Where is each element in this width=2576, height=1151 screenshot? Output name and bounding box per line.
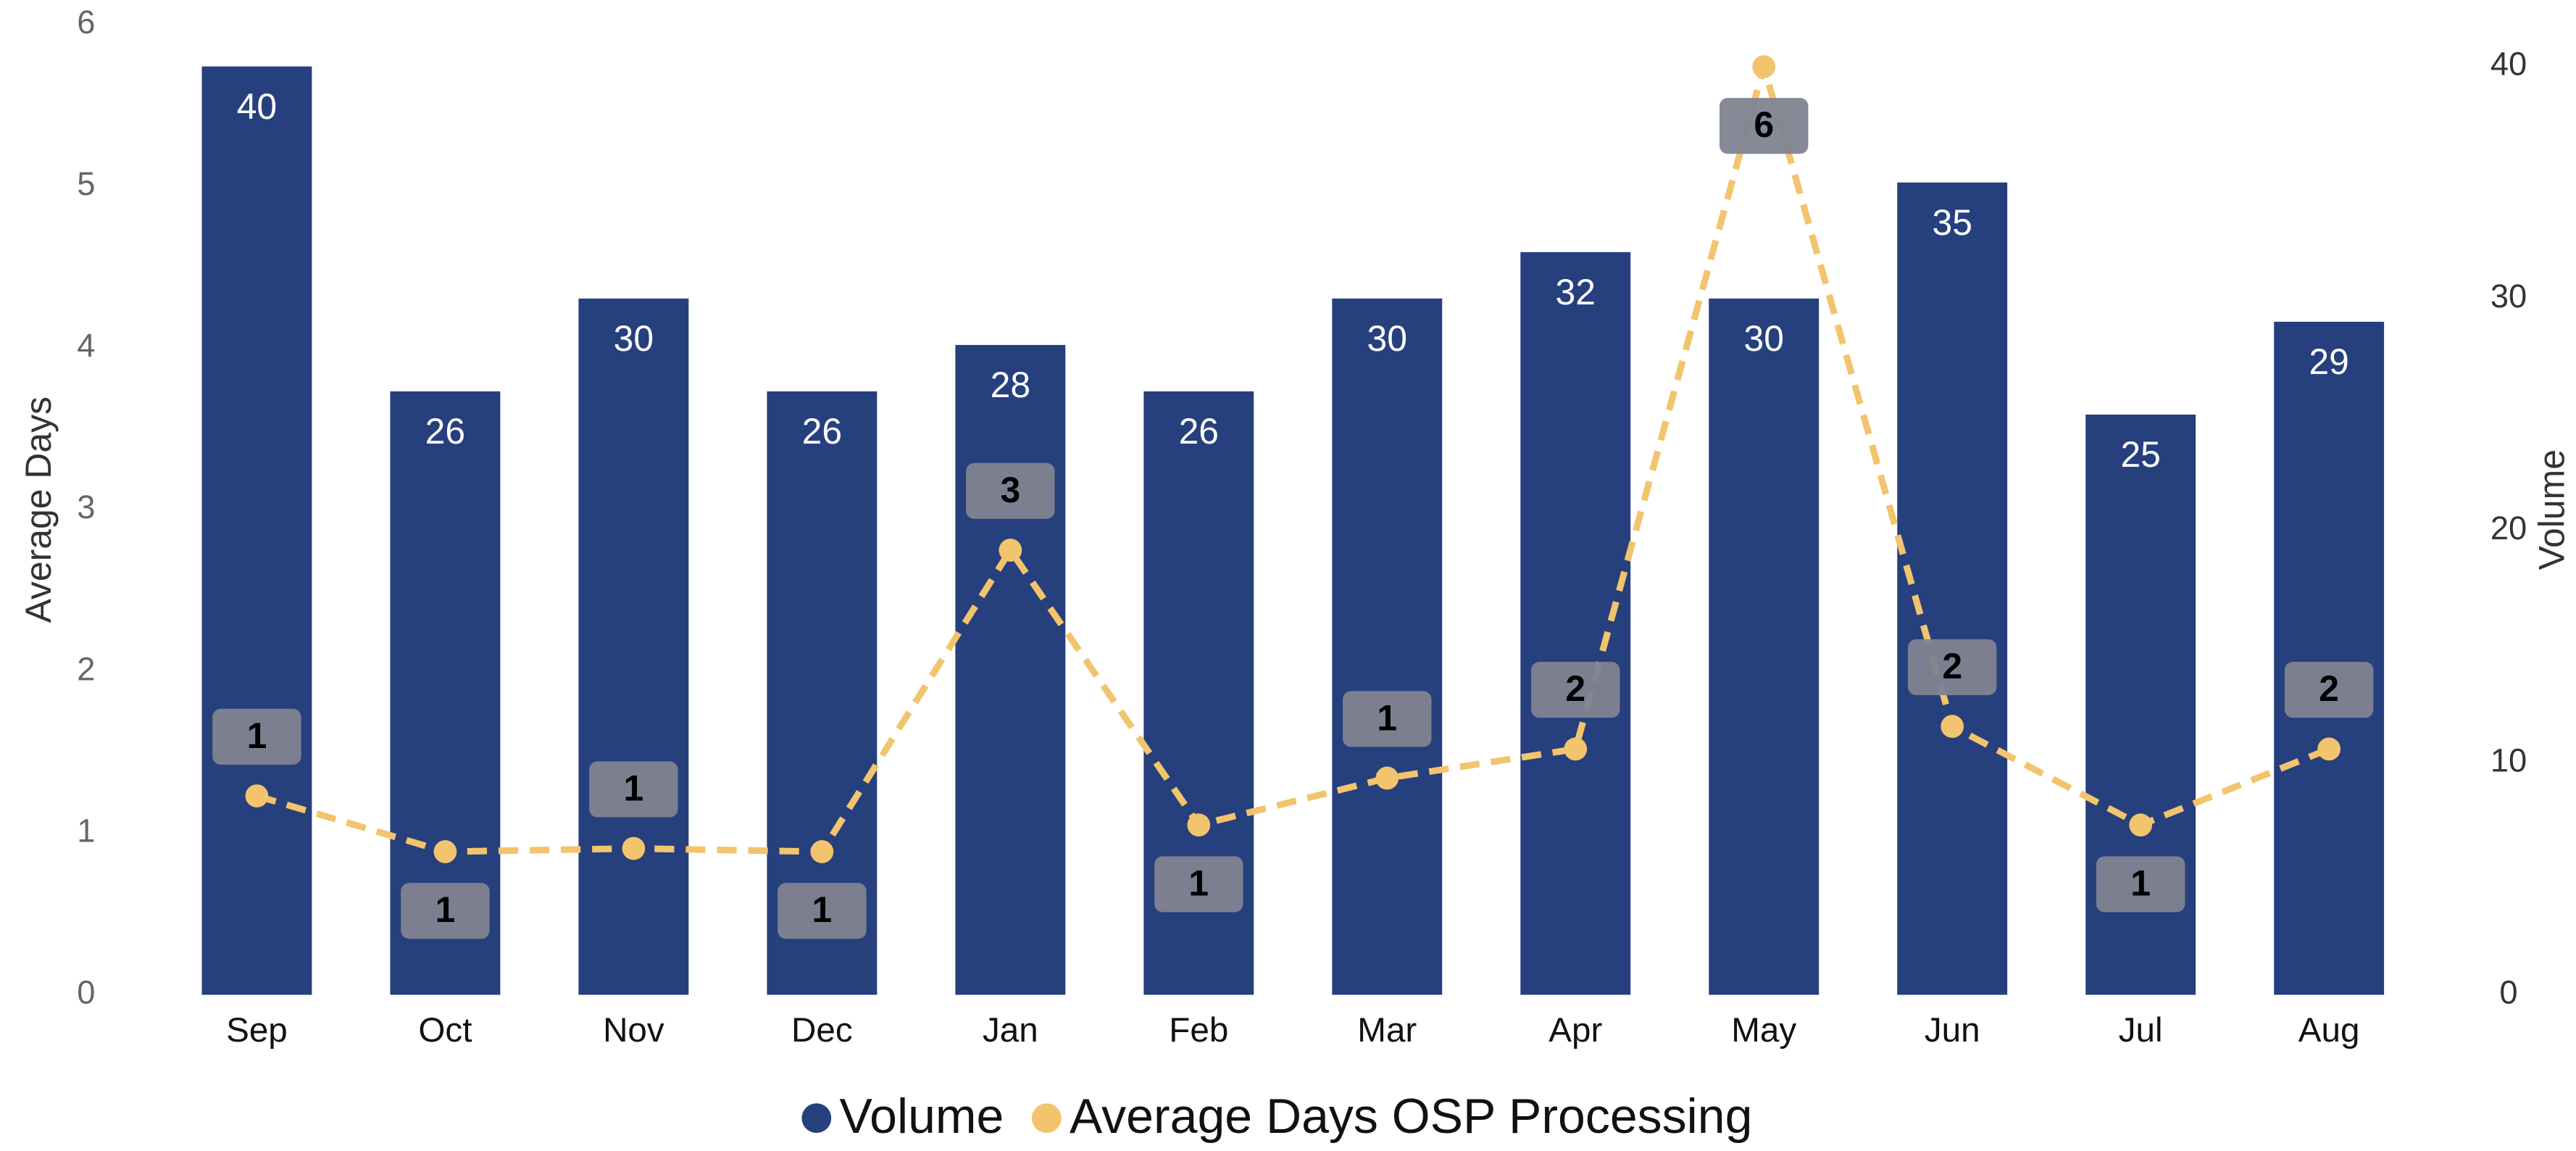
- data-label: 1: [2130, 863, 2151, 903]
- y2-tick-label: 30: [2490, 278, 2527, 315]
- legend-label: Average Days OSP Processing: [1070, 1089, 1752, 1144]
- bar-value-label: 26: [425, 411, 465, 452]
- bar: [1520, 252, 1631, 995]
- line-point: [1564, 737, 1588, 761]
- line-point: [810, 840, 834, 863]
- bar-value-label: 30: [1744, 318, 1784, 359]
- line: [256, 54, 2330, 855]
- data-label-box: [2284, 662, 2374, 718]
- bar-value-label: 30: [614, 318, 654, 359]
- x-tick-label: Nov: [603, 1011, 664, 1050]
- x-tick-label: Sep: [226, 1011, 288, 1050]
- data-label-box: [778, 883, 867, 939]
- y-tick-label: 3: [77, 489, 95, 525]
- y-tick-label: 5: [77, 165, 95, 202]
- y2-axis-title: Volume: [2532, 449, 2572, 570]
- data-label-box: [212, 708, 301, 765]
- data-label: 2: [1565, 668, 1585, 709]
- bar: [201, 66, 312, 995]
- y-tick-label: 6: [77, 4, 95, 41]
- data-label-box: [589, 761, 678, 818]
- x-tick-label: Feb: [1169, 1011, 1228, 1050]
- bar: [955, 344, 1066, 995]
- y2-tick-label: 40: [2490, 46, 2527, 83]
- data-label-box: [1343, 691, 1432, 747]
- data-label-box: [1907, 639, 1997, 696]
- line-point: [245, 784, 269, 807]
- data-label: 3: [1000, 470, 1020, 510]
- data-label-box: [401, 883, 490, 939]
- legend-label: Volume: [840, 1089, 1004, 1144]
- data-label-box: [966, 462, 1055, 519]
- data-label: 1: [247, 715, 267, 756]
- data-label: 1: [435, 889, 456, 930]
- bar-value-label: 25: [2120, 434, 2160, 475]
- line-point: [1941, 715, 1964, 739]
- x-tick-label: Jun: [1925, 1011, 1980, 1050]
- data-label: 1: [1377, 697, 1397, 738]
- x-tick-label: May: [1731, 1011, 1796, 1050]
- y2-tick-label: 20: [2490, 510, 2527, 547]
- line-point: [1752, 55, 1776, 78]
- data-label-box: [1531, 662, 1620, 718]
- y-tick-label: 0: [77, 973, 95, 1010]
- y-tick-label: 1: [77, 812, 95, 849]
- x-tick-label: Jul: [2119, 1011, 2163, 1050]
- data-label: 2: [1942, 646, 1962, 686]
- x-tick-label: Mar: [1357, 1011, 1417, 1050]
- data-label-box: [2096, 856, 2185, 913]
- data-label: 1: [812, 889, 832, 930]
- y-tick-label: 2: [77, 650, 95, 687]
- x-tick-label: Oct: [418, 1011, 472, 1050]
- y2-tick-label: 0: [2499, 973, 2517, 1010]
- legend-swatch: [1031, 1103, 1062, 1134]
- y-axis-title: Average Days: [18, 396, 59, 623]
- data-label: 1: [624, 768, 644, 808]
- bar: [1709, 298, 1820, 995]
- bar-value-label: 32: [1556, 272, 1596, 312]
- bar-value-label: 28: [991, 365, 1030, 405]
- y2-tick-label: 10: [2490, 741, 2527, 778]
- bar: [578, 298, 689, 995]
- x-tick-label: Jan: [983, 1011, 1038, 1050]
- line-point: [999, 539, 1022, 562]
- bar-value-label: 40: [237, 86, 277, 127]
- line-point: [433, 840, 457, 863]
- data-label-box: [1154, 856, 1243, 913]
- line-point: [622, 836, 646, 860]
- bar-value-label: 30: [1367, 318, 1407, 359]
- line-point: [1375, 766, 1399, 790]
- bar-value-label: 26: [1179, 411, 1219, 452]
- x-tick-label: Apr: [1548, 1011, 1602, 1050]
- data-label: 1: [1188, 863, 1209, 903]
- bar: [2274, 321, 2385, 995]
- data-label: 2: [2319, 668, 2339, 709]
- bar-value-label: 26: [802, 411, 842, 452]
- line-point: [1187, 813, 1211, 837]
- legend-swatch: [801, 1103, 832, 1134]
- line-point: [2129, 813, 2153, 837]
- line-point: [2317, 737, 2341, 761]
- bar: [1897, 182, 2008, 995]
- bar: [1332, 298, 1443, 995]
- data-label-box: [1720, 98, 1809, 154]
- data-label: 6: [1754, 104, 1774, 145]
- bar-value-label: 35: [1932, 202, 1972, 243]
- x-tick-label: Aug: [2298, 1011, 2360, 1050]
- y-tick-label: 4: [77, 327, 95, 364]
- bar-value-label: 29: [2309, 341, 2348, 382]
- x-tick-label: Dec: [791, 1011, 853, 1050]
